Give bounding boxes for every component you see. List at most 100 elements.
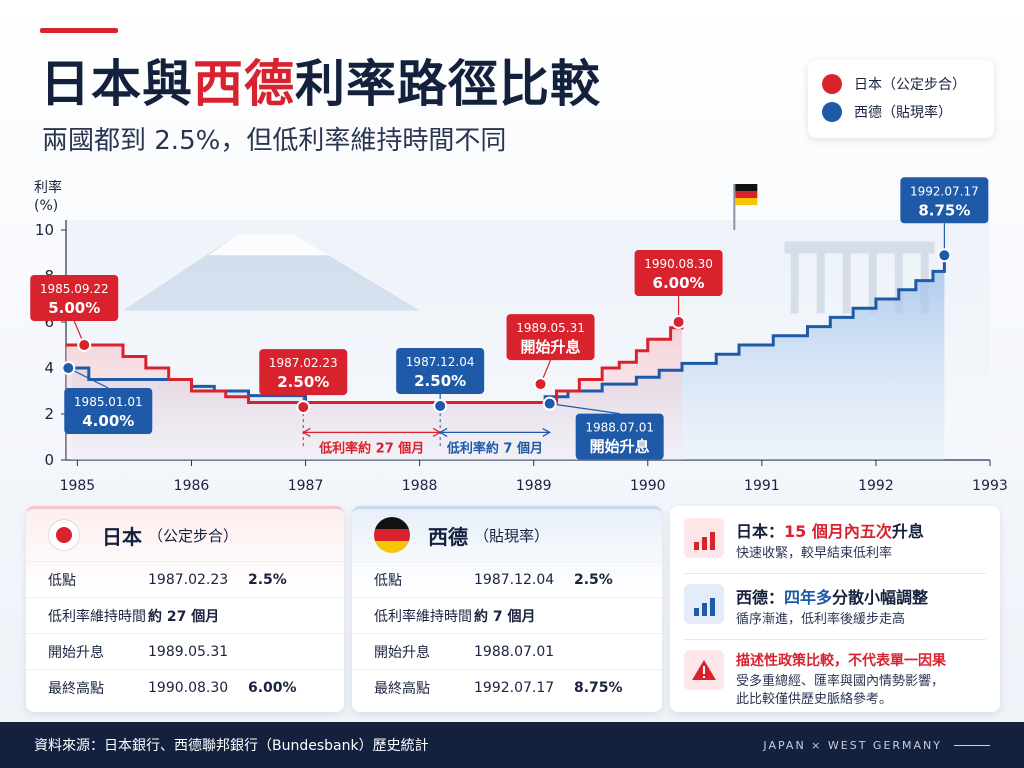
data-point-marker [671,315,686,329]
data-point-marker [296,400,311,415]
y-tick-label: 4 [44,359,54,377]
title-part-3: 利率路徑比較 [295,55,601,113]
germany-row-date: 約 7 個月 [474,608,536,625]
japan-row-date: 1987.02.23 [148,571,229,588]
data-point-marker [433,398,448,413]
callout-box [259,349,348,396]
bar-chart-icon [684,584,724,624]
chart-legend: 日本（公定步合） 西德（貼現率） [808,60,994,138]
rate-chart-svg: 0246810198519861987198819891990199119921… [30,177,1008,494]
germany-summary-panel: 西德 （貼現率） 低點 1987.12.04 2.5% 低利率維持時間約 7 個月 開始… [352,506,662,712]
y-axis-label: 利率 [34,179,62,196]
japan-panel-title: 日本 [102,524,142,549]
bar-chart-icon [684,518,724,558]
snow-cap-icon [208,234,329,256]
title-part-2: 西德 [193,55,295,113]
gate-column-icon [868,253,877,314]
low-rate-span-label: 低利率約 27 個月 [318,440,424,456]
callout-date: 1987.12.04 [406,355,475,369]
x-tick-label: 1991 [744,478,780,494]
japan-row: 最終高點 1990.08.30 6.00% [26,669,344,705]
japan-row: 低點 1987.02.23 2.5% [26,561,344,597]
insight-warning-title: 描述性政策比較，不代表單一因果 [736,653,946,669]
callout-box [64,388,153,434]
callout-box [900,177,989,224]
japan-flag-icon [48,519,80,551]
germany-row-value: 2.5% [574,571,613,588]
callout-value: 2.50% [414,372,466,390]
callout-value: 6.00% [653,274,705,292]
japan-summary-panel: 日本 （公定步合） 低點 1987.02.23 2.5% 低利率維持時間約 27 個月… [26,506,344,712]
footer-bar: 資料來源：日本銀行、西德聯邦銀行（Bundesbank）歷史統計 JAPAN ×… [0,722,1024,768]
germany-row-key: 開始升息 [374,644,430,661]
germany-row-date: 1987.12.04 [474,571,555,588]
japan-row-value: 2.5% [248,571,287,588]
insights-panel: 日本：15 個月內五次升息 快速收緊，較早結束低利率 西德：四年多分散小幅調整 … [670,506,1000,712]
data-source: 資料來源：日本銀行、西德聯邦銀行（Bundesbank）歷史統計 [34,738,429,754]
japan-row-date: 1989.05.31 [148,643,229,660]
callout-leader [68,367,109,389]
legend-dot-japan [822,74,842,94]
gate-column-icon [816,253,825,314]
legend-dot-germany [822,102,842,122]
data-point-marker [533,377,548,392]
japan-row-value: 6.00% [248,679,297,696]
japan-series-line [66,322,684,404]
callout-box [30,275,119,321]
x-tick-label: 1992 [858,478,894,494]
callout-value: 8.75% [918,201,970,219]
insight-warning-desc-1: 受多重總經、匯率與國內情勢影響， [736,674,945,689]
insight-germany-title: 西德：四年多分散小幅調整 [736,588,929,607]
callout-date: 1985.01.01 [74,395,143,409]
callout-date: 1990.08.30 [644,257,713,271]
germany-flag-stripe [735,191,758,198]
callout-date: 1992.07.17 [910,184,979,198]
y-tick-label: 6 [44,313,54,331]
japan-row-key: 開始升息 [48,644,104,661]
callout-value: 4.00% [82,412,134,430]
japan-row-key: 低利率維持時間 [48,608,146,625]
page-title: 日本與西德利率路徑比較 [40,44,601,116]
japan-row: 開始升息 1989.05.31 [26,633,344,669]
brandenburg-gate-icon [784,241,935,254]
callout-box [506,314,595,361]
callout-value: 5.00% [48,299,100,317]
germany-row-date: 1988.07.01 [474,643,555,660]
insight-germany-desc: 循序漸進，低利率後緩步走高 [736,612,906,627]
x-tick-label: 1993 [972,478,1008,494]
warning-icon [684,650,724,690]
span-arrow-right [542,427,551,437]
japan-row-date: 約 27 個月 [148,608,220,625]
legend-item-japan: 日本（公定步合） [822,70,980,98]
callout-box [396,347,485,394]
germany-row-date: 1992.07.17 [474,679,555,696]
callout-leader [549,403,620,415]
data-point-marker [77,338,92,352]
germany-panel-title: 西德 [428,524,468,549]
callout-date: 1985.09.22 [40,282,109,296]
germany-row: 開始升息 1988.07.01 [352,633,662,669]
title-accent-bar [40,28,118,33]
germany-row-value: 8.75% [574,679,623,696]
x-tick-label: 1989 [516,478,552,494]
insight-warning-desc-2: 此比較僅供歷史脈絡參考。 [736,692,893,707]
y-tick-label: 2 [44,405,54,423]
japan-row-key: 最終高點 [48,680,104,697]
footer-brand: JAPAN × WEST GERMANY [763,739,990,752]
y-tick-label: 0 [44,451,54,469]
callout-value: 開始升息 [590,438,650,456]
callout-value: 開始升息 [521,338,581,356]
x-tick-label: 1987 [288,478,324,494]
title-part-1: 日本與 [40,55,193,113]
page-subtitle: 兩國都到 2.5%，但低利率維持時間不同 [42,126,507,156]
japan-row: 低利率維持時間約 27 個月 [26,597,344,633]
x-tick-label: 1986 [174,478,210,494]
x-tick-label: 1985 [60,478,96,494]
gate-column-icon [894,253,903,314]
germany-series-line [71,258,946,404]
flagpole-icon [733,184,736,230]
gate-column-icon [790,253,799,314]
japan-panel-rows: 低點 1987.02.23 2.5% 低利率維持時間約 27 個月 開始升息 1989.0… [26,561,344,705]
insight-japan: 日本：15 個月內五次升息 快速收緊，較早結束低利率 [684,518,986,563]
insight-japan-desc: 快速收緊，較早結束低利率 [736,546,893,561]
